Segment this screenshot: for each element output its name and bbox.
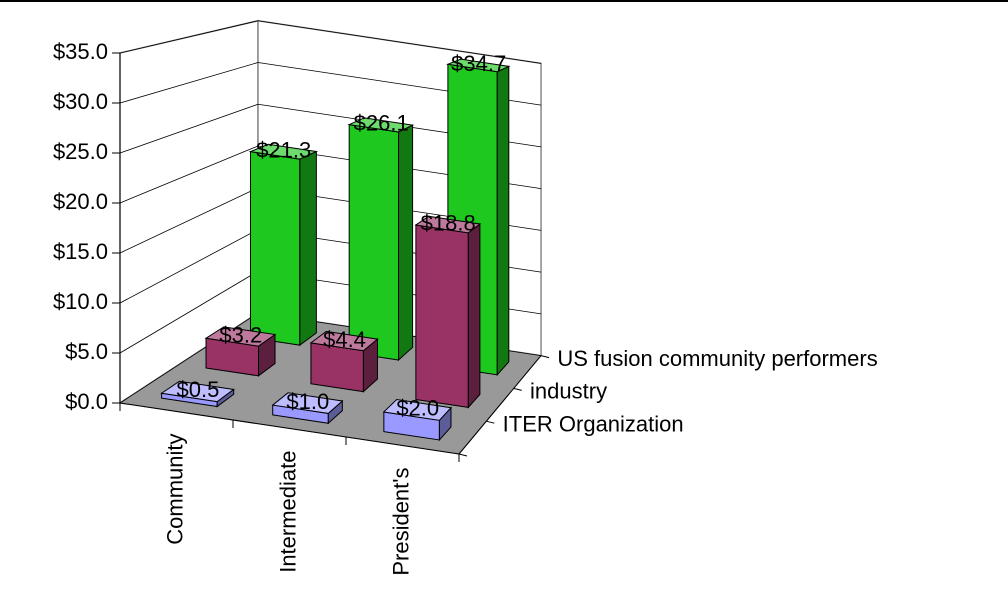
bar-top	[271, 392, 344, 414]
x-tick-label: Community	[162, 434, 187, 545]
legend-label: US fusion community performers	[557, 346, 877, 371]
bar	[414, 215, 482, 409]
bar	[160, 380, 235, 408]
grid-line	[119, 229, 259, 304]
grid-line	[119, 103, 259, 154]
x-tick-label: Intermediate	[275, 451, 300, 573]
bar-side	[398, 124, 414, 362]
grid-line	[119, 312, 259, 404]
data-label: $1.0	[286, 389, 329, 414]
y-tick-label: $5.0	[65, 339, 108, 364]
bar	[309, 330, 379, 393]
depth-tick	[486, 420, 495, 424]
grid-line	[119, 145, 259, 204]
bar	[382, 399, 452, 442]
y-tick-label: $20.0	[53, 189, 108, 214]
bar-side	[496, 65, 510, 377]
y-tick-label: $0.0	[65, 389, 108, 414]
bar-top	[309, 330, 379, 352]
bar-top	[414, 215, 482, 234]
depth-tick	[513, 387, 522, 391]
bar-side	[299, 150, 317, 347]
bar-top	[160, 380, 235, 403]
data-label: $18.8	[421, 210, 476, 235]
grid-line	[257, 20, 542, 64]
bar-front	[249, 151, 301, 346]
data-label: $2.0	[396, 396, 439, 421]
bar	[271, 392, 344, 425]
depth-tick	[540, 355, 550, 359]
bar-front	[348, 123, 400, 361]
y-tick-label: $35.0	[53, 39, 108, 64]
bar	[204, 326, 277, 377]
bar-side	[467, 222, 481, 409]
y-tick-label: $15.0	[53, 239, 108, 264]
x-axis	[119, 402, 460, 455]
legend-label: ITER Organization	[503, 411, 684, 436]
bar-top	[446, 58, 511, 73]
bar-front	[415, 224, 469, 408]
y-tick-label: $30.0	[53, 89, 108, 114]
data-label: $4.4	[323, 327, 366, 352]
bar-top	[248, 143, 319, 160]
bar	[248, 143, 319, 347]
data-label: $21.3	[256, 137, 311, 162]
grid-line	[119, 187, 259, 254]
bar-top	[347, 117, 415, 133]
depth-axis	[458, 355, 542, 455]
data-label: $34.7	[451, 51, 506, 76]
data-label: $3.2	[219, 322, 262, 347]
x-tick-label: President's	[388, 468, 413, 576]
data-label: $26.1	[354, 111, 409, 136]
grid-line	[119, 270, 259, 354]
y-tick-label: $25.0	[53, 139, 108, 164]
bar	[347, 117, 415, 362]
bar-top	[382, 399, 452, 421]
bar-top	[204, 326, 277, 347]
y-tick-label: $10.0	[53, 289, 108, 314]
grid-line	[119, 62, 259, 104]
data-label: $0.5	[177, 377, 220, 402]
depth-tick	[458, 453, 468, 457]
legend-label: industry	[530, 379, 607, 404]
grid-line	[119, 20, 259, 54]
